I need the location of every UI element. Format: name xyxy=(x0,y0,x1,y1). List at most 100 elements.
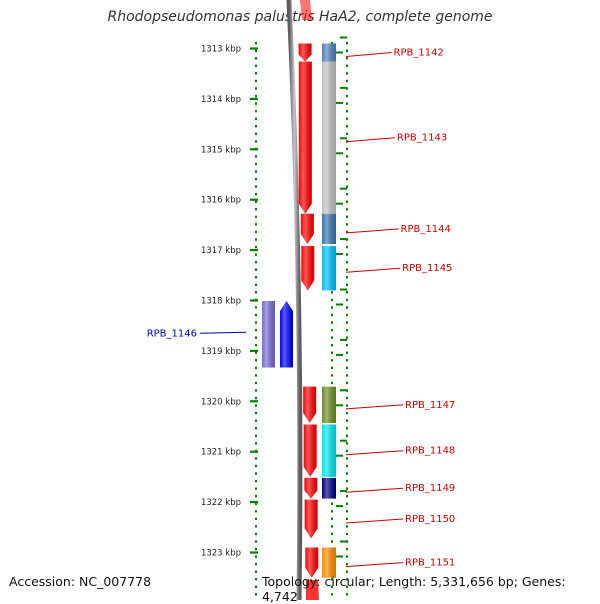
tick-dot xyxy=(346,276,348,279)
tick-dot xyxy=(255,532,257,536)
tick-dot xyxy=(346,547,348,551)
cog-block-shine xyxy=(322,246,336,291)
gene-label: RPB_1144 xyxy=(401,224,451,235)
tick-dot xyxy=(346,427,348,430)
tick-dot xyxy=(255,487,257,490)
gene-arrow-shine xyxy=(304,499,318,539)
leader-line xyxy=(345,450,404,456)
leader-line xyxy=(345,562,404,568)
axis-tick xyxy=(250,450,258,453)
tick-dot xyxy=(346,155,348,158)
tick-dot xyxy=(255,381,257,385)
tick-dot xyxy=(346,49,348,52)
tick-dot xyxy=(255,479,257,483)
tick-dot xyxy=(255,510,257,513)
axis-tick xyxy=(250,349,258,352)
tick-dot xyxy=(255,547,257,551)
tick-dot xyxy=(346,585,348,588)
tick-dot xyxy=(255,495,257,498)
tick-dot xyxy=(255,427,257,430)
tick-dot xyxy=(255,230,257,234)
axis-tick xyxy=(250,249,258,252)
axis-tick-label: 1321 kbp xyxy=(201,448,241,458)
tick-dot xyxy=(255,140,257,143)
tick-dot xyxy=(255,109,257,113)
tick-dot xyxy=(331,351,333,354)
tick-dot xyxy=(255,411,257,415)
tick-dot xyxy=(255,457,257,460)
tick-dot xyxy=(255,132,257,135)
tick-dot xyxy=(255,238,257,241)
cog-block-shine xyxy=(322,547,336,578)
gene-label: RPB_1149 xyxy=(405,483,455,494)
tick-dot xyxy=(346,502,348,505)
axis-tick-right xyxy=(340,389,347,392)
axis-tick xyxy=(250,551,258,554)
tick-dot xyxy=(255,208,257,211)
tick-dot xyxy=(346,411,348,415)
accession-text: Accession: NC_007778 xyxy=(9,574,152,589)
cog-block-shine xyxy=(322,477,336,499)
gene-label: RPB_1147 xyxy=(405,400,455,411)
axis-tick-label: 1313 kbp xyxy=(201,45,241,55)
axis-tick-right xyxy=(336,505,343,508)
gene-labels: RPB_1142 RPB_1143 RPB_1144 RPB_1145 RPB_1146… xyxy=(147,48,456,569)
axis-tick-right xyxy=(340,338,347,341)
tick-dot xyxy=(255,102,257,105)
tick-dot xyxy=(346,404,348,407)
tick-dot xyxy=(331,42,333,45)
axis-tick-right xyxy=(340,36,347,39)
tick-dot xyxy=(346,291,348,294)
axis-tick xyxy=(250,198,258,201)
tick-dot xyxy=(346,593,348,596)
axis-tick-right xyxy=(340,288,347,291)
map-title: Rhodopseudomonas palustris HaA2, complet… xyxy=(107,9,493,25)
tick-dot xyxy=(346,336,348,339)
axis-tick-label: 1314 kbp xyxy=(201,95,241,105)
tick-dot xyxy=(331,510,333,513)
tick-dot xyxy=(346,555,348,558)
tick-dot xyxy=(346,283,348,286)
leader-line xyxy=(199,331,247,334)
tick-dot xyxy=(346,366,348,370)
axis-tick xyxy=(250,299,258,302)
tick-dot xyxy=(331,540,333,543)
tick-dot xyxy=(346,517,348,521)
tick-dot xyxy=(255,57,257,60)
tick-dot xyxy=(346,344,348,347)
tick-dot xyxy=(255,472,257,475)
tick-dot xyxy=(255,79,257,83)
tick-dot xyxy=(331,585,333,588)
gene-label: RPB_1148 xyxy=(405,446,455,457)
tick-dot xyxy=(346,79,348,83)
axis-tick-label: 1317 kbp xyxy=(201,246,241,256)
tick-dot xyxy=(346,562,348,566)
tick-dot xyxy=(255,200,257,203)
axis-tick-right xyxy=(340,439,347,442)
axis-tick-label: 1315 kbp xyxy=(201,145,241,155)
tick-dot xyxy=(331,328,333,332)
tick-dot xyxy=(331,291,333,294)
tick-dot xyxy=(346,132,348,135)
tick-dot xyxy=(346,321,348,324)
tick-dot xyxy=(346,351,348,354)
tick-dot xyxy=(331,532,333,536)
cog-block-shine xyxy=(322,213,336,245)
leader-line xyxy=(345,137,395,143)
tick-dot xyxy=(346,64,348,68)
tick-dot xyxy=(346,230,348,234)
tick-dot xyxy=(346,570,348,573)
tick-dot xyxy=(255,170,257,173)
axis-ticks: 1313 kbp 1314 kbp 1315 kbp 1316 kbp 1317 kbp… xyxy=(201,36,347,559)
tick-dot xyxy=(346,449,348,453)
tick-dot xyxy=(346,147,348,151)
tick-dot xyxy=(331,517,333,521)
axis-tick-right xyxy=(340,540,347,543)
tick-dot xyxy=(331,366,333,370)
tick-dot xyxy=(346,193,348,196)
tick-dot xyxy=(255,359,257,362)
tick-dot xyxy=(331,344,333,347)
tick-dot xyxy=(346,442,348,445)
tick-dot xyxy=(331,374,333,377)
tick-dot xyxy=(255,276,257,279)
